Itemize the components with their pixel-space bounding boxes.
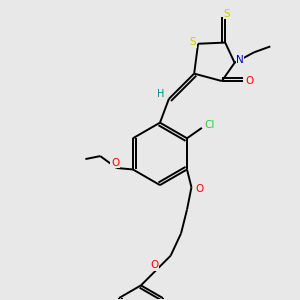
Text: H: H [157, 89, 164, 99]
Text: Cl: Cl [205, 121, 215, 130]
Text: O: O [245, 76, 253, 86]
Text: O: O [150, 260, 158, 270]
Text: O: O [111, 158, 119, 168]
Text: O: O [196, 184, 204, 194]
Text: S: S [224, 9, 230, 19]
Text: S: S [189, 37, 196, 47]
Text: N: N [236, 56, 244, 65]
